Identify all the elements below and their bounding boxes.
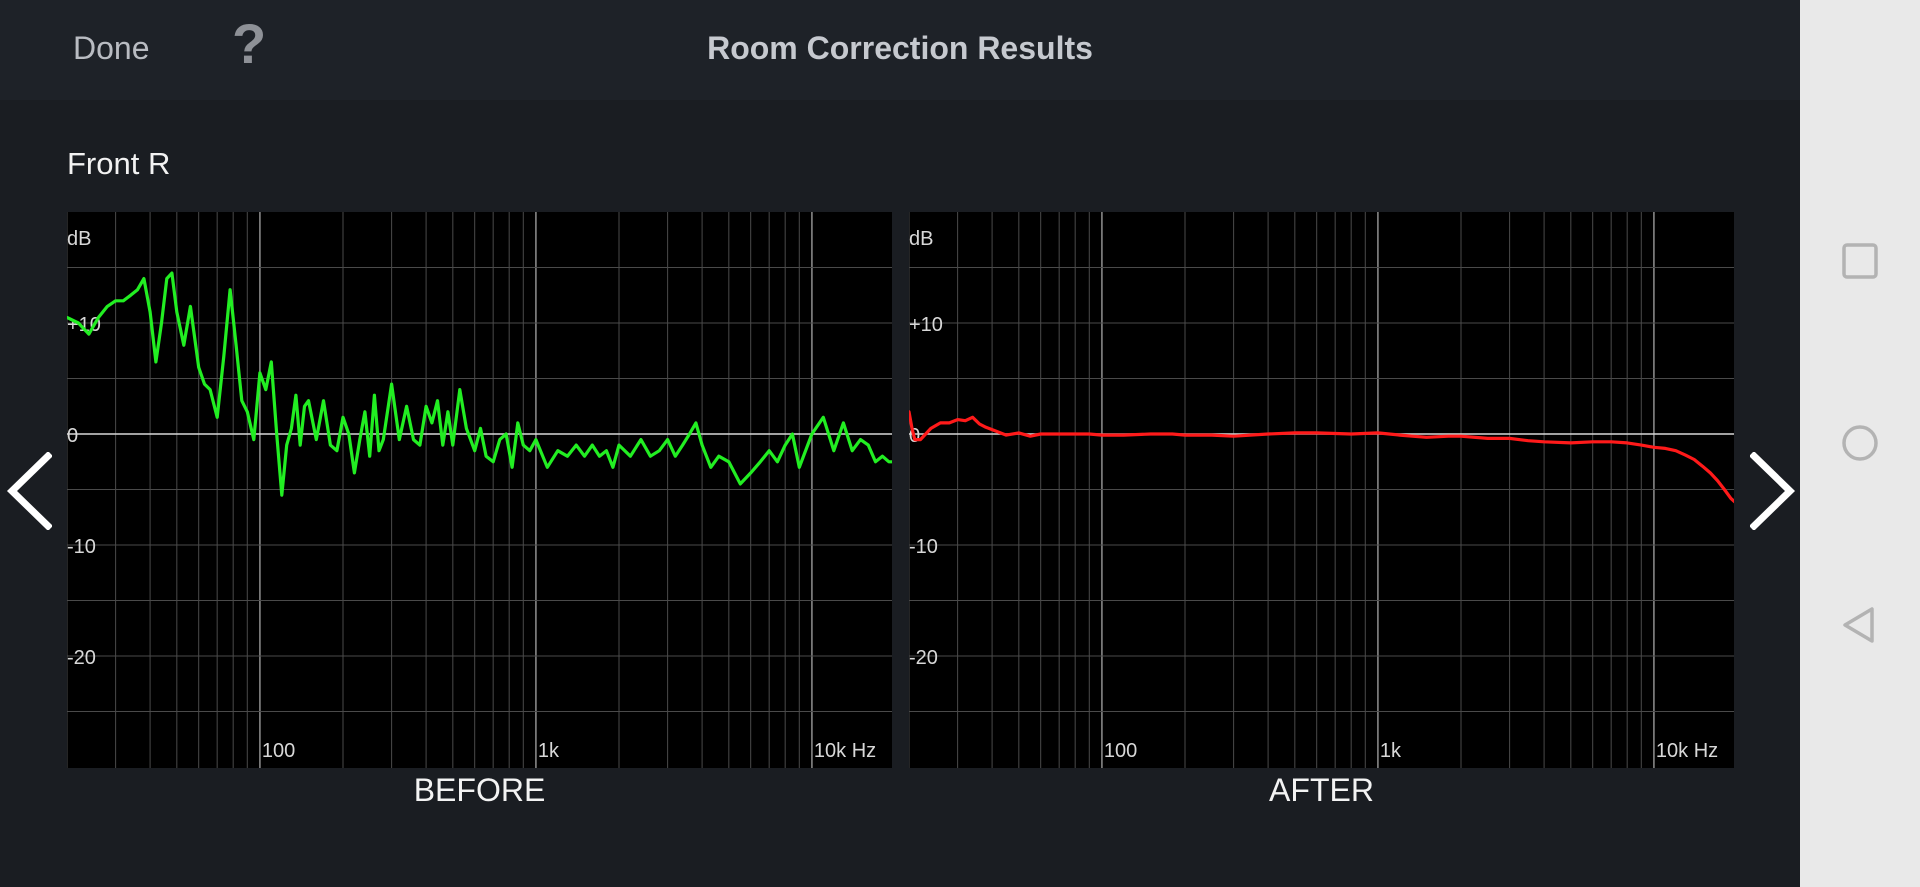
x-tick-label: 10k Hz [1656,740,1718,762]
chart-grid [909,212,1734,768]
before-response-line [67,271,892,497]
page-title: Room Correction Results [707,30,1093,66]
home-button[interactable] [1840,423,1880,463]
y-tick-label: -20 [909,647,938,669]
x-tick-label: 100 [1104,740,1137,762]
chevron-right-icon [1749,451,1796,531]
y-tick-label: -10 [67,536,96,558]
speaker-label: Front R [67,146,171,181]
help-button[interactable]: ? [232,12,267,75]
app-screen: Done ? Room Correction Results Front R d… [0,0,1800,808]
recents-button[interactable] [1840,241,1880,281]
next-speaker-button[interactable] [1749,451,1796,535]
x-tick-label: 1k [1380,740,1402,762]
chart-grid [67,212,892,768]
done-button[interactable]: Done [73,30,150,66]
y-axis-label: dB [909,228,933,250]
system-navigation-bar [1800,0,1920,887]
top-bar: Done ? Room Correction Results [0,0,1800,100]
after-response-line [909,410,1734,504]
x-tick-label: 10k Hz [814,740,876,762]
before-caption: BEFORE [413,772,546,808]
circle-icon [1842,425,1878,461]
triangle-back-icon [1843,607,1874,643]
previous-speaker-button[interactable] [6,451,53,535]
after-chart: dB +10 0 -10 -20 100 1k 10k Hz [909,212,1734,768]
after-caption: AFTER [1269,772,1374,808]
y-tick-label: -10 [909,536,938,558]
before-chart: dB +10 0 -10 -20 100 1k 10k Hz [67,212,892,768]
y-tick-label: -20 [67,647,96,669]
y-tick-label: +10 [909,314,943,336]
square-icon [1842,243,1878,279]
back-button[interactable] [1840,605,1880,645]
x-tick-label: 1k [538,740,560,762]
y-axis-label: dB [67,228,91,250]
y-tick-label: 0 [67,425,78,447]
chevron-left-icon [6,451,53,531]
x-tick-label: 100 [262,740,295,762]
